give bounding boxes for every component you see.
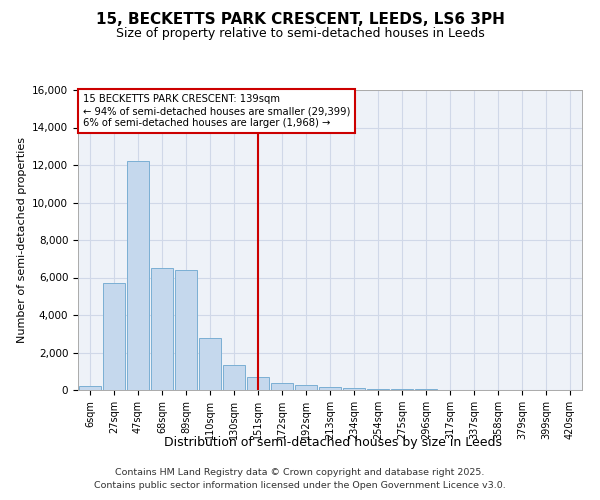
Bar (295, 386, 317, 390)
Bar (343, 388, 365, 390)
Text: 15 BECKETTS PARK CRESCENT: 139sqm
← 94% of semi-detached houses are smaller (29,: 15 BECKETTS PARK CRESCENT: 139sqm ← 94% … (83, 94, 350, 128)
Bar (103, 283, 125, 390)
Bar (319, 387, 341, 390)
Bar (127, 161, 149, 390)
Text: Contains public sector information licensed under the Open Government Licence v3: Contains public sector information licen… (94, 480, 506, 490)
Bar (79, 386, 101, 390)
Bar (247, 377, 269, 390)
Bar (175, 270, 197, 390)
Bar (151, 268, 173, 390)
Bar (223, 364, 245, 390)
Y-axis label: Number of semi-detached properties: Number of semi-detached properties (17, 137, 26, 343)
Bar (367, 388, 389, 390)
Text: Distribution of semi-detached houses by size in Leeds: Distribution of semi-detached houses by … (164, 436, 502, 449)
Bar (271, 384, 293, 390)
Bar (391, 389, 413, 390)
Text: Contains HM Land Registry data © Crown copyright and database right 2025.: Contains HM Land Registry data © Crown c… (115, 468, 485, 477)
Text: Size of property relative to semi-detached houses in Leeds: Size of property relative to semi-detach… (116, 28, 484, 40)
Bar (199, 338, 221, 390)
Text: 15, BECKETTS PARK CRESCENT, LEEDS, LS6 3PH: 15, BECKETTS PARK CRESCENT, LEEDS, LS6 3… (95, 12, 505, 28)
